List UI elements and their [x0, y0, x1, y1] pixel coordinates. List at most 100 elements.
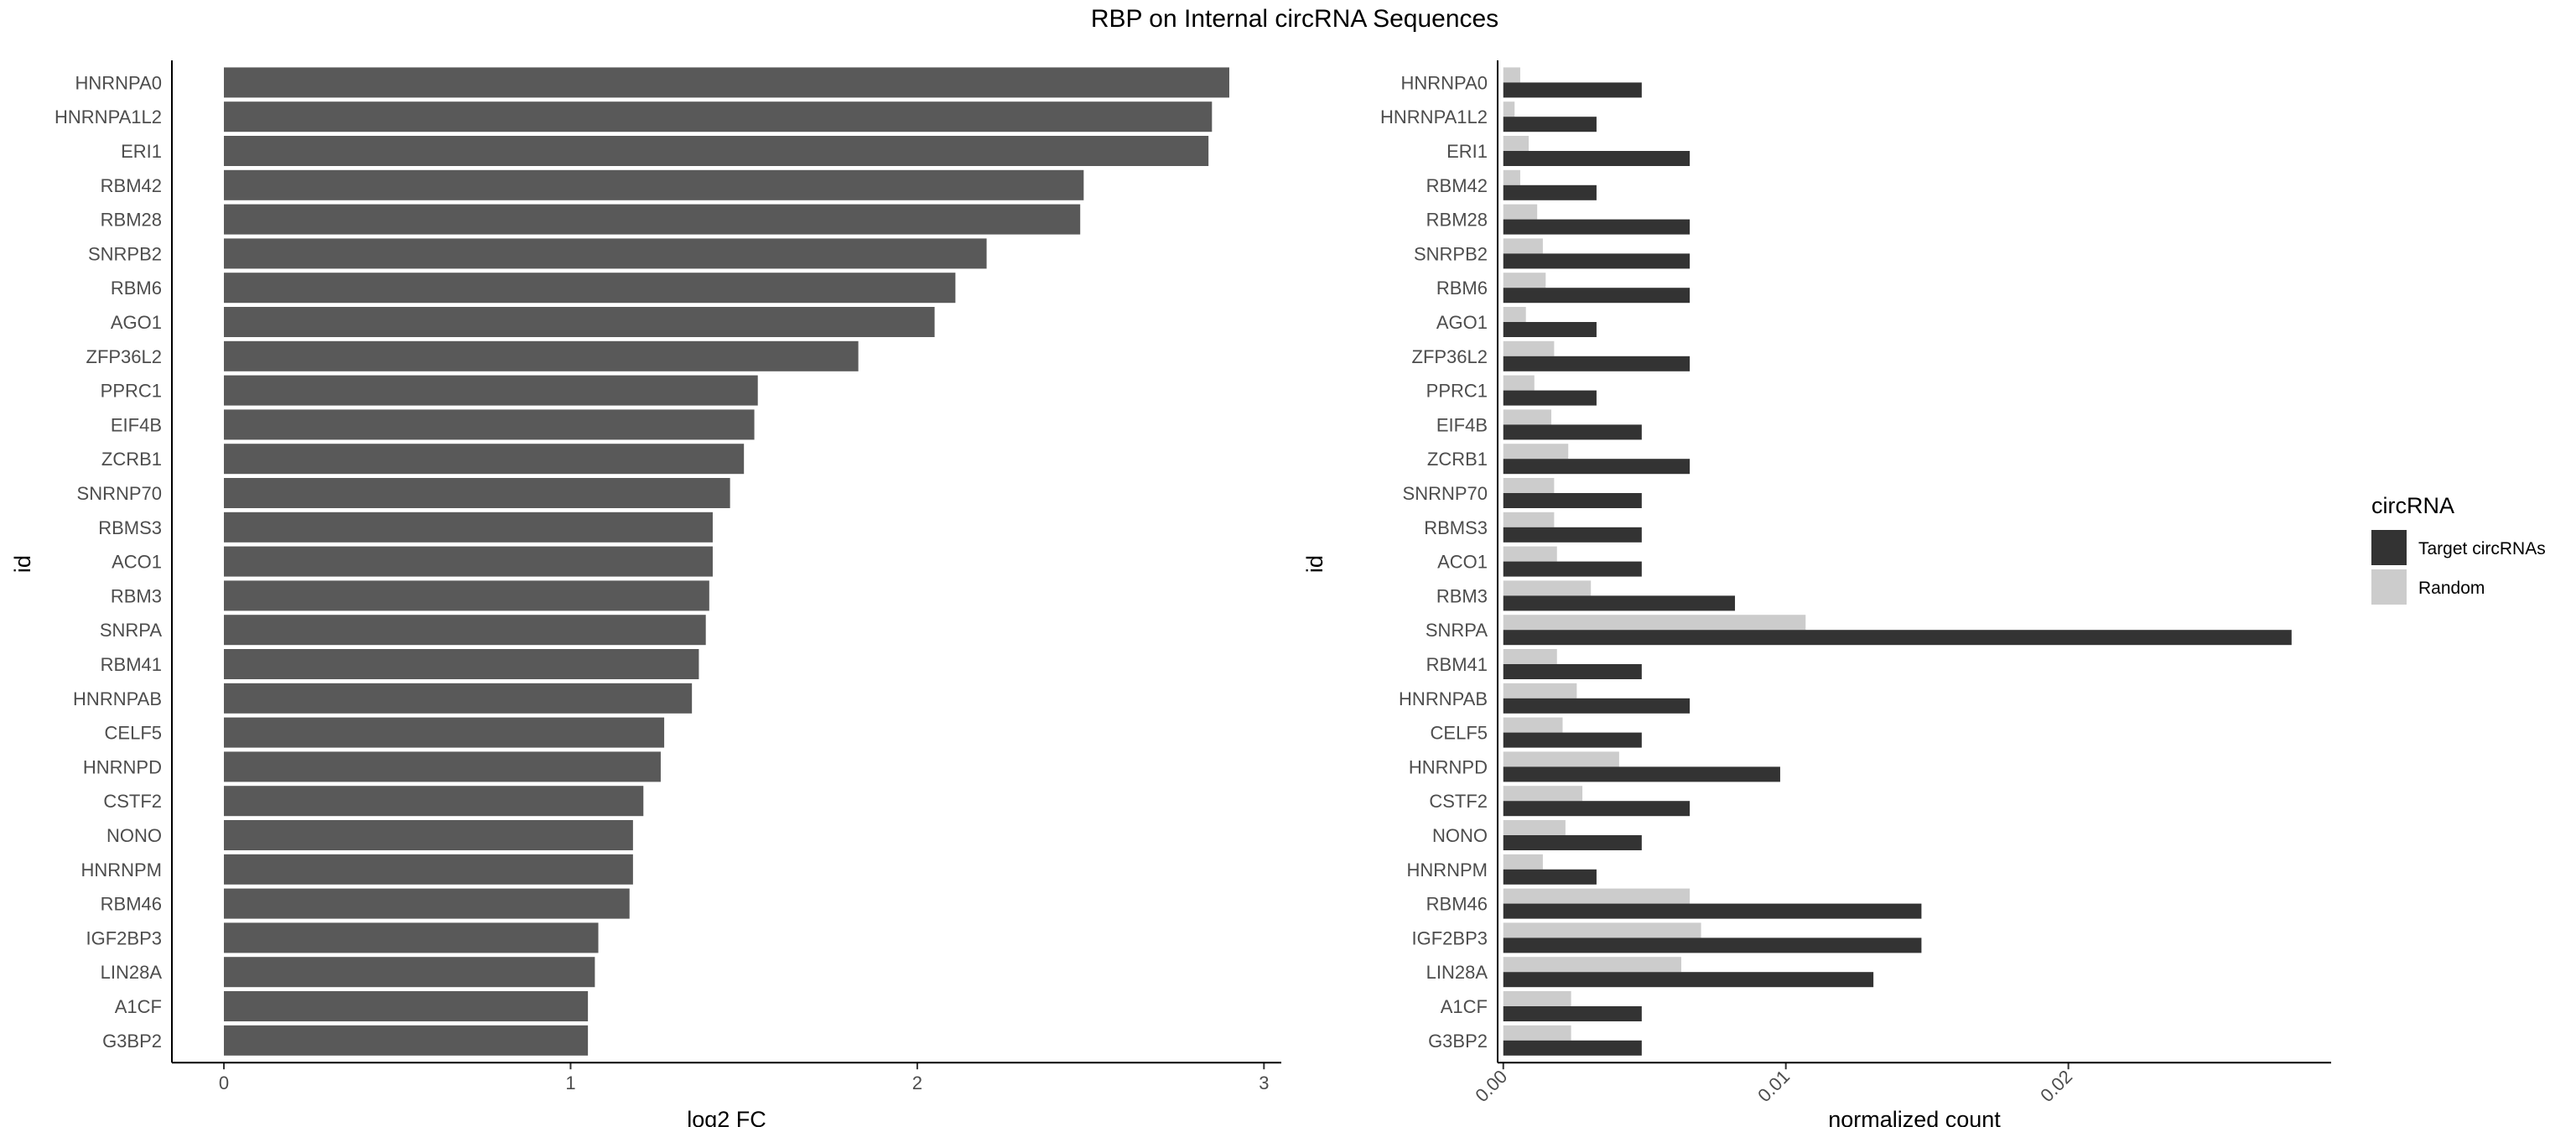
category-label-zcrb1: ZCRB1: [101, 449, 162, 470]
category-label-snrpb2: SNRPB2: [1414, 243, 1488, 264]
bar-hnrnpa1l2: [224, 101, 1213, 132]
category-label-g3bp2: G3BP2: [102, 1031, 162, 1052]
x-tick-label: 3: [1259, 1072, 1269, 1093]
bar-target-hnrnpa0: [1503, 82, 1642, 98]
bar-target-eif4b: [1503, 424, 1642, 440]
x-tick-label: 0: [219, 1072, 229, 1093]
bar-target-celf5: [1503, 732, 1642, 748]
bar-target-cstf2: [1503, 801, 1690, 817]
category-label-igf2bp3: IGF2BP3: [1412, 927, 1488, 948]
category-label-rbm3: RBM3: [1436, 585, 1488, 606]
bar-eif4b: [224, 409, 755, 440]
left-y-axis-title: id: [10, 555, 35, 573]
bar-snrnp70: [224, 478, 730, 508]
bar-aco1: [224, 546, 713, 577]
bar-target-ago1: [1503, 322, 1597, 337]
bar-snrpb2: [224, 238, 987, 269]
bar-zcrb1: [224, 444, 745, 475]
bar-random-aco1: [1503, 546, 1557, 562]
category-label-snrnp70: SNRNP70: [77, 483, 162, 504]
bar-random-hnrnpm: [1503, 854, 1543, 870]
bar-target-rbm41: [1503, 664, 1642, 679]
bar-snrpa: [224, 615, 706, 646]
legend-key-target-circrnas: [2371, 530, 2407, 565]
category-label-hnrnpm: HNRNPM: [1406, 860, 1488, 880]
bar-target-a1cf: [1503, 1006, 1642, 1021]
bar-g3bp2: [224, 1025, 589, 1056]
legend-label-target-circrnas: Target circRNAs: [2418, 539, 2546, 558]
bar-hnrnpd: [224, 751, 661, 782]
bar-a1cf: [224, 991, 589, 1021]
category-label-hnrnpab: HNRNPAB: [73, 688, 162, 709]
category-label-eri1: ERI1: [121, 141, 162, 162]
category-label-igf2bp3: IGF2BP3: [86, 927, 162, 948]
bar-target-lin28a: [1503, 972, 1874, 988]
category-label-snrnp70: SNRNP70: [1403, 483, 1488, 504]
category-label-snrpa: SNRPA: [1426, 620, 1488, 641]
bar-random-rbm41: [1503, 649, 1557, 664]
category-label-celf5: CELF5: [1431, 723, 1488, 744]
bar-rbm3: [224, 580, 709, 611]
bar-random-a1cf: [1503, 991, 1571, 1006]
bar-target-rbm28: [1503, 219, 1690, 235]
bar-random-g3bp2: [1503, 1025, 1571, 1041]
bar-random-cstf2: [1503, 786, 1583, 802]
bar-random-rbm46: [1503, 888, 1690, 904]
category-label-g3bp2: G3BP2: [1428, 1031, 1488, 1052]
category-label-rbm28: RBM28: [101, 210, 162, 231]
bar-target-hnrnpa1l2: [1503, 117, 1597, 132]
category-label-rbm42: RBM42: [1426, 175, 1488, 196]
bar-random-rbms3: [1503, 512, 1555, 527]
category-label-zcrb1: ZCRB1: [1427, 449, 1488, 470]
bar-pprc1: [224, 375, 758, 406]
right-x-axis-title: normalized count: [1828, 1107, 2001, 1127]
bar-random-snrpa: [1503, 615, 1806, 631]
left-bars: [224, 67, 1229, 1056]
bar-igf2bp3: [224, 922, 599, 953]
bar-target-nono: [1503, 835, 1642, 850]
bar-target-hnrnpab: [1503, 698, 1690, 714]
bar-rbm41: [224, 649, 699, 679]
legend-label-random: Random: [2418, 579, 2485, 598]
bar-hnrnpm: [224, 854, 633, 885]
bar-target-hnrnpd: [1503, 766, 1780, 782]
bar-rbm6: [224, 273, 956, 304]
bar-cstf2: [224, 786, 644, 817]
category-label-hnrnpa0: HNRNPA0: [75, 72, 162, 93]
bar-target-snrpa: [1503, 630, 2292, 646]
log2fc-bar-chart: HNRNPA0 HNRNPA1L2 ERI1 RBM42 RBM28 SNRPB2 RBM6…: [10, 60, 1281, 1127]
bar-random-rbm28: [1503, 204, 1538, 220]
bar-random-zcrb1: [1503, 444, 1569, 460]
bar-random-pprc1: [1503, 375, 1535, 391]
bar-random-snrpb2: [1503, 238, 1543, 254]
right-category-labels: HNRNPA0 HNRNPA1L2 ERI1 RBM42 RBM28 SNRPB2 RBM6…: [1380, 72, 1488, 1051]
category-label-rbms3: RBMS3: [1424, 517, 1488, 538]
bar-target-eri1: [1503, 151, 1690, 166]
bar-random-eif4b: [1503, 409, 1552, 425]
category-label-hnrnpm: HNRNPM: [80, 860, 162, 880]
bar-random-rbm42: [1503, 169, 1520, 185]
bar-lin28a: [224, 957, 595, 988]
bar-random-hnrnpd: [1503, 751, 1619, 767]
bar-random-celf5: [1503, 717, 1563, 733]
category-label-hnrnpa0: HNRNPA0: [1400, 72, 1488, 93]
category-label-snrpa: SNRPA: [100, 620, 162, 641]
legend-key-random: [2371, 569, 2407, 605]
right-bars: [1503, 67, 2292, 1056]
right-x-tick-labels: 0.00 0.01 0.02: [1471, 1062, 2076, 1106]
bar-target-snrnp70: [1503, 493, 1642, 508]
bar-rbm42: [224, 169, 1084, 200]
category-label-rbm3: RBM3: [111, 585, 162, 606]
bar-target-hnrnpm: [1503, 869, 1597, 885]
bar-target-rbm6: [1503, 288, 1690, 304]
bar-random-eri1: [1503, 136, 1530, 151]
bar-random-hnrnpa0: [1503, 67, 1520, 83]
category-label-lin28a: LIN28A: [101, 962, 163, 983]
left-x-axis-title: log2 FC: [687, 1107, 766, 1127]
category-label-rbm6: RBM6: [111, 278, 162, 299]
bar-hnrnpab: [224, 683, 693, 714]
category-label-pprc1: PPRC1: [1426, 381, 1488, 402]
left-category-labels: HNRNPA0 HNRNPA1L2 ERI1 RBM42 RBM28 SNRPB2 RBM6…: [55, 72, 162, 1051]
category-label-lin28a: LIN28A: [1426, 962, 1488, 983]
